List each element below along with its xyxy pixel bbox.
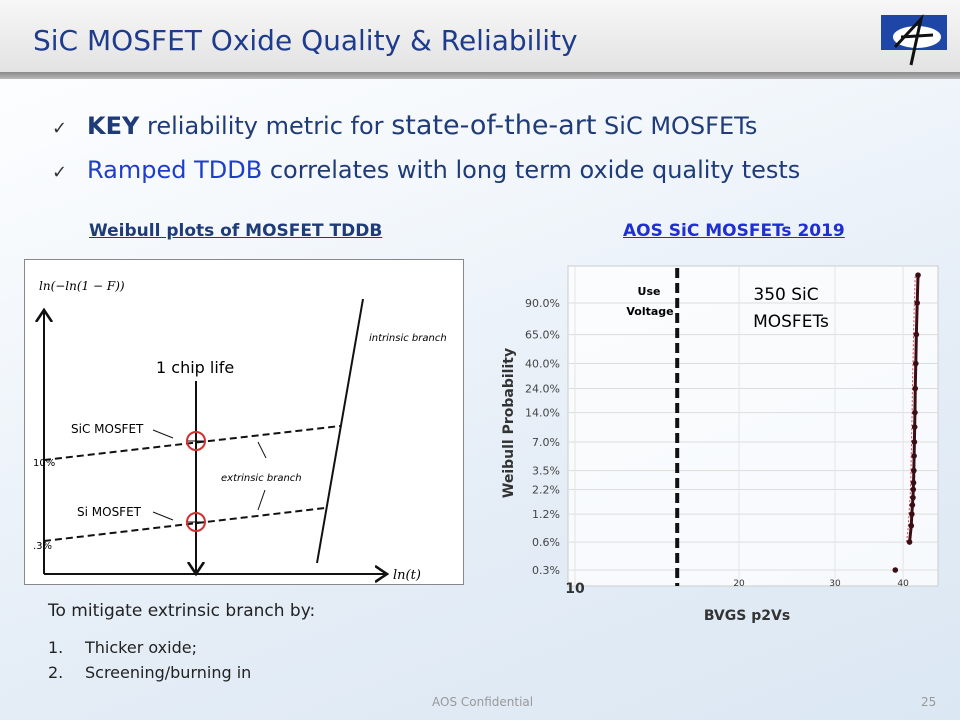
data-point <box>910 494 916 501</box>
check-icon: ✓ <box>52 118 68 139</box>
si-marker <box>186 512 206 532</box>
extrinsic-label: extrinsic branch <box>221 473 302 484</box>
data-point <box>910 479 917 486</box>
use-voltage-label: Voltage <box>626 305 673 318</box>
data-point <box>908 522 915 529</box>
y-tick-label: 0.3% <box>532 564 560 577</box>
data-point <box>915 272 921 278</box>
x-axis-label: ln(t) <box>393 568 421 583</box>
y-tick-label: 90.0% <box>525 297 560 310</box>
y-tick-03: .3% <box>33 541 52 552</box>
data-point <box>911 439 918 445</box>
y-tick-label: 2.2% <box>532 484 560 497</box>
list-text: Thicker oxide; <box>85 638 197 657</box>
y-tick-label: 3.5% <box>532 465 560 478</box>
footer-confidential: AOS Confidential <box>432 695 534 709</box>
data-point <box>912 409 918 416</box>
bullet-emphasis: Ramped TDDB <box>87 156 263 184</box>
page-number: 25 <box>921 695 937 709</box>
slide-header <box>0 0 960 74</box>
y-tick-label: 65.0% <box>525 329 560 342</box>
left-caption: Weibull plots of MOSFET TDDB <box>89 221 383 241</box>
bullet-emphasis: state-of-the-art <box>391 110 597 141</box>
x-tick-label: 30 <box>829 579 841 589</box>
y-tick-label: 40.0% <box>525 358 560 371</box>
data-point <box>911 467 917 474</box>
intrinsic-label: intrinsic branch <box>369 333 447 344</box>
data-point <box>906 539 913 545</box>
bullet-list: ✓ KEY reliability metric for state-of-th… <box>52 110 800 202</box>
y-axis-title: Weibull Probability <box>501 348 517 498</box>
y-tick-label: 14.0% <box>525 407 560 420</box>
x-tick-label: 10 <box>565 581 585 597</box>
y-tick-label: 7.0% <box>532 436 560 449</box>
list-item: 2. Screening/burning in <box>48 663 251 688</box>
bullet-text: correlates with long term oxide quality … <box>262 156 801 184</box>
data-point <box>913 331 920 338</box>
chip-life-label: 1 chip life <box>156 358 234 377</box>
weibull-chart: 90.0% 65.0% 40.0% 24.0% 14.0% 7.0% 3.5% 2.2% 1.2… <box>492 258 952 628</box>
sic-marker <box>186 431 206 451</box>
data-point <box>911 453 917 459</box>
bullet-text: reliability metric for <box>139 112 392 140</box>
bullet-text: SiC MOSFETs <box>596 112 758 140</box>
plot-area <box>567 265 939 587</box>
y-tick-10: 10% <box>33 458 55 469</box>
data-point <box>910 486 917 493</box>
list-text: Screening/burning in <box>85 663 252 682</box>
data-point <box>912 385 919 392</box>
fit-bound <box>906 275 916 543</box>
sic-extrinsic-line <box>43 425 341 461</box>
header-divider <box>0 72 960 79</box>
use-voltage-label: Use <box>638 285 661 298</box>
count-label: 350 SiC <box>753 285 818 305</box>
si-extrinsic-line <box>43 507 326 542</box>
y-tick-label: 1.2% <box>532 508 560 521</box>
y-axis-label: ln(−ln(1 − F)) <box>39 279 125 293</box>
intrinsic-line <box>316 298 364 564</box>
data-point <box>911 424 918 430</box>
si-label: Si MOSFET <box>77 505 142 519</box>
x-tick-label: 20 <box>733 579 745 589</box>
x-tick-label: 40 <box>897 579 909 589</box>
data-point <box>912 360 919 367</box>
y-tick-label: 24.0% <box>525 383 560 396</box>
y-tick-label: 0.6% <box>532 536 560 549</box>
company-logo <box>881 13 947 66</box>
list-number: 1. <box>48 638 64 657</box>
check-icon: ✓ <box>52 162 68 183</box>
data-point <box>892 567 899 573</box>
data-point <box>909 511 915 517</box>
list-number: 2. <box>48 663 64 682</box>
mitigation-list: 1. Thicker oxide; 2. Screening/burning in <box>48 638 251 688</box>
x-axis-title: BVGS p2Vs <box>704 608 790 624</box>
bullet-item: ✓ KEY reliability metric for state-of-th… <box>52 110 800 156</box>
sic-label: SiC MOSFET <box>71 422 144 436</box>
bullet-item: ✓ Ramped TDDB correlates with long term … <box>52 156 800 202</box>
data-point <box>914 300 920 306</box>
mitigate-heading: To mitigate extrinsic branch by: <box>48 601 316 621</box>
weibull-diagram: ln(−ln(1 − F)) ln(t) 10% .3% 1 chip life… <box>24 259 464 585</box>
data-point <box>909 502 916 508</box>
bullet-key: KEY <box>87 112 140 140</box>
list-item: 1. Thicker oxide; <box>48 638 251 663</box>
right-caption: AOS SiC MOSFETs 2019 <box>623 221 845 241</box>
count-label: MOSFETs <box>753 312 829 332</box>
slide-title: SiC MOSFET Oxide Quality & Reliability <box>33 24 578 57</box>
